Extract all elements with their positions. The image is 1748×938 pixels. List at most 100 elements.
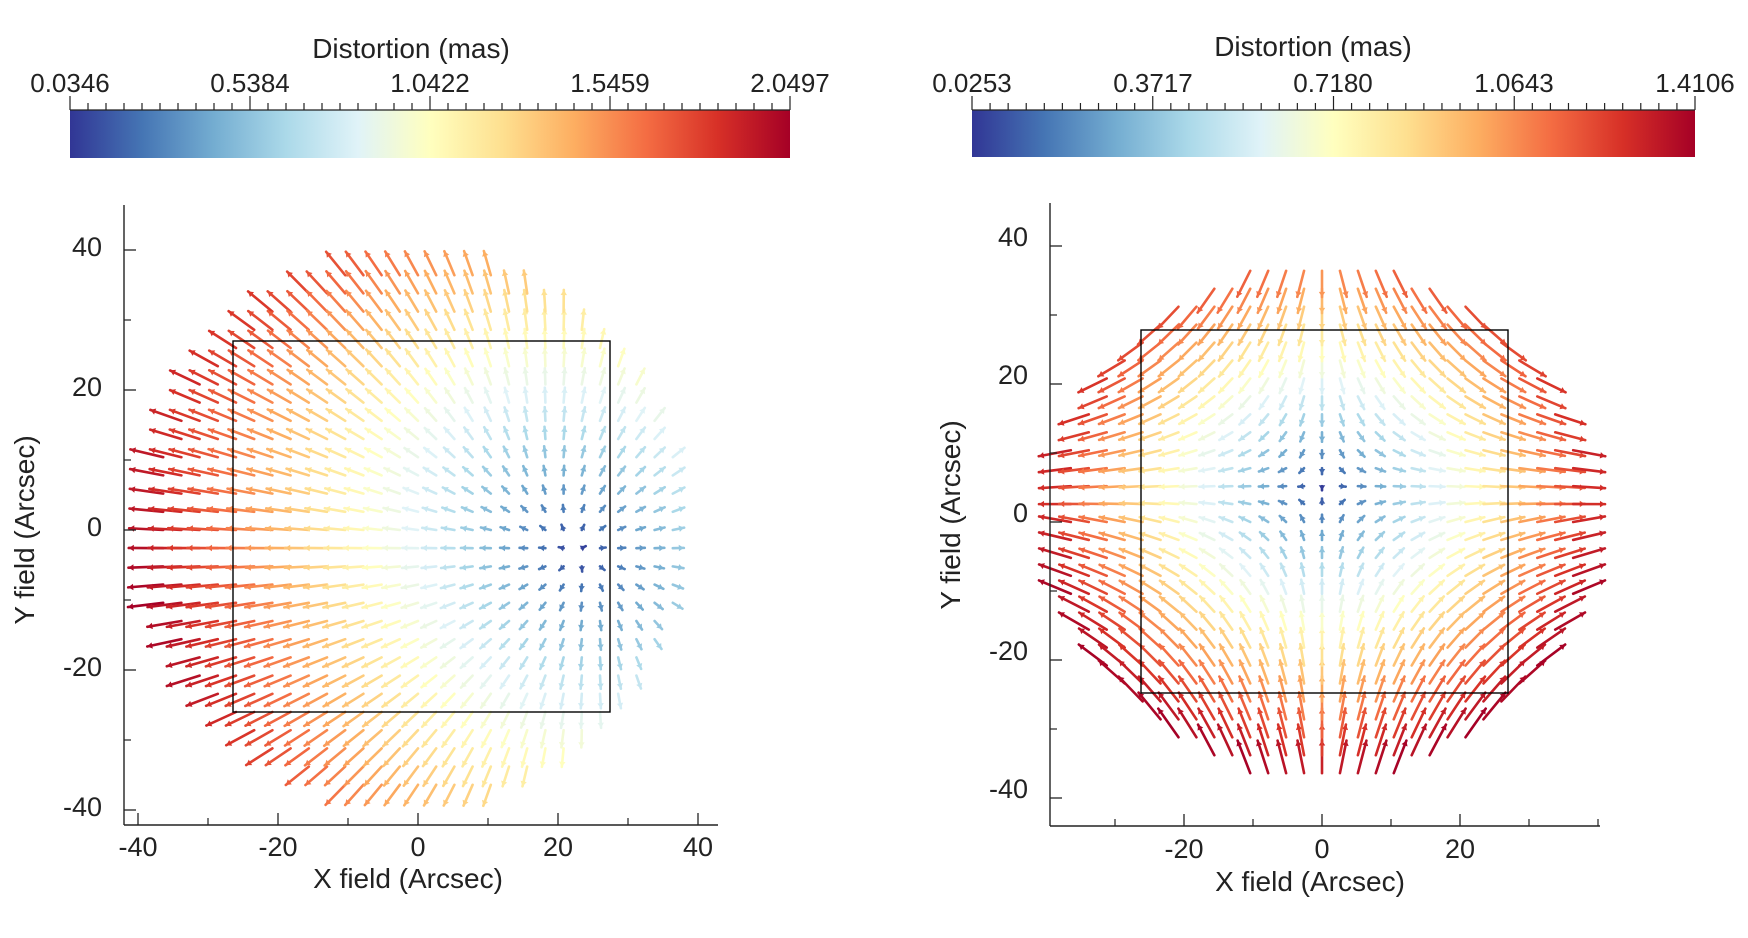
vector-arrow: [363, 783, 383, 807]
vector-arrow: [1196, 723, 1216, 757]
vector-arrow: [653, 544, 666, 552]
vector-arrow: [243, 637, 274, 649]
vector-arrow: [1338, 739, 1349, 775]
vector-arrow: [1464, 611, 1486, 631]
vector-arrow: [419, 619, 438, 630]
vector-arrow: [283, 728, 311, 747]
vector-arrow: [459, 674, 474, 689]
vector-arrow: [364, 387, 383, 404]
left-axes: -40 -20 0 20 40 40 20 0 -20 -40 X field …: [9, 205, 718, 894]
vector-arrow: [478, 564, 493, 571]
vector-arrow: [1410, 483, 1427, 490]
vector-arrow: [597, 583, 605, 593]
vector-arrow: [345, 387, 365, 404]
vector-arrow: [1236, 739, 1252, 775]
vector-arrow: [482, 249, 493, 277]
vector-arrow: [1238, 546, 1252, 560]
vector-arrow: [1374, 546, 1385, 560]
vector-arrow: [167, 486, 201, 495]
vector-arrow: [498, 583, 511, 590]
vector-arrow: [304, 765, 329, 787]
vector-arrow: [1356, 562, 1365, 578]
vector-arrow: [522, 366, 529, 386]
vector-arrow: [483, 327, 493, 350]
vector-arrow: [1178, 643, 1198, 667]
vector-arrow: [205, 583, 238, 591]
vector-arrow: [1237, 483, 1252, 490]
vector-arrow: [1158, 627, 1180, 649]
vector-arrow: [671, 486, 686, 495]
left-axis-ticks: [124, 249, 699, 825]
vector-arrow: [1356, 395, 1366, 411]
vector-arrow: [244, 583, 274, 591]
vector-arrow: [1178, 547, 1198, 560]
vector-arrow: [403, 426, 420, 441]
vector-arrow: [616, 505, 627, 514]
vector-arrow: [1278, 413, 1288, 427]
vector-arrow: [1553, 579, 1587, 596]
vector-arrow: [443, 249, 456, 277]
vector-arrow: [653, 637, 663, 651]
vector-arrow: [541, 288, 548, 313]
vector-arrow: [1198, 499, 1216, 507]
vector-arrow: [537, 564, 547, 571]
vector-arrow: [361, 583, 383, 591]
vector-arrow: [283, 583, 311, 591]
vector-arrow: [305, 447, 329, 459]
vector-arrow: [1374, 739, 1388, 775]
vector-arrow: [541, 386, 549, 404]
vector-arrow: [1410, 595, 1425, 614]
vector-arrow: [1374, 323, 1387, 347]
vector-arrow: [420, 544, 438, 552]
vector-arrow: [1392, 594, 1405, 614]
vector-arrow: [1198, 430, 1216, 442]
vector-arrow: [1464, 579, 1486, 596]
vector-arrow: [384, 367, 402, 386]
vector-arrow: [503, 366, 511, 386]
vector-arrow: [266, 348, 292, 368]
left-x-tick-label: 0: [410, 832, 425, 862]
vector-arrow: [1278, 448, 1288, 459]
vector-arrow: [460, 525, 474, 532]
vector-arrow: [1097, 359, 1126, 378]
vector-arrow: [286, 408, 311, 423]
vector-arrow: [635, 619, 644, 631]
vector-arrow: [1078, 579, 1109, 596]
vector-arrow: [404, 289, 420, 313]
vector-arrow: [1238, 377, 1252, 394]
vector-arrow: [402, 747, 420, 768]
vector-arrow: [224, 637, 256, 649]
vector-arrow: [501, 269, 511, 295]
vector-arrow: [1237, 323, 1252, 346]
vector-arrow: [361, 710, 383, 728]
vector-arrow: [1410, 707, 1427, 739]
vector-arrow: [246, 466, 274, 477]
vector-arrow: [541, 464, 548, 477]
vector-arrow: [383, 446, 402, 459]
vector-arrow: [323, 765, 347, 787]
vector-arrow: [1518, 547, 1546, 560]
vector-arrow: [598, 366, 607, 386]
left-y-axis-title: Y field (Arcsec): [9, 435, 40, 624]
vector-arrow: [424, 347, 438, 368]
vector-arrow: [1356, 546, 1365, 560]
vector-arrow: [1338, 482, 1348, 490]
vector-arrow: [244, 710, 274, 727]
vector-arrow: [384, 407, 402, 423]
vector-arrow: [264, 525, 292, 532]
vector-arrow: [616, 637, 623, 651]
vector-arrow: [1446, 430, 1466, 442]
vector-arrow: [598, 544, 608, 552]
vector-arrow: [579, 523, 586, 532]
vector-arrow: [1482, 395, 1507, 410]
vector-arrow: [635, 674, 643, 690]
vector-arrow: [1571, 546, 1607, 560]
vector-arrow: [343, 783, 365, 807]
right-y-tick-label: 40: [998, 222, 1028, 252]
vector-arrow: [1258, 413, 1270, 427]
vector-arrow: [478, 619, 493, 630]
vector-arrow: [1277, 323, 1288, 347]
vector-arrow: [1077, 413, 1109, 426]
vector-arrow: [1299, 430, 1306, 443]
vector-arrow: [342, 710, 365, 728]
